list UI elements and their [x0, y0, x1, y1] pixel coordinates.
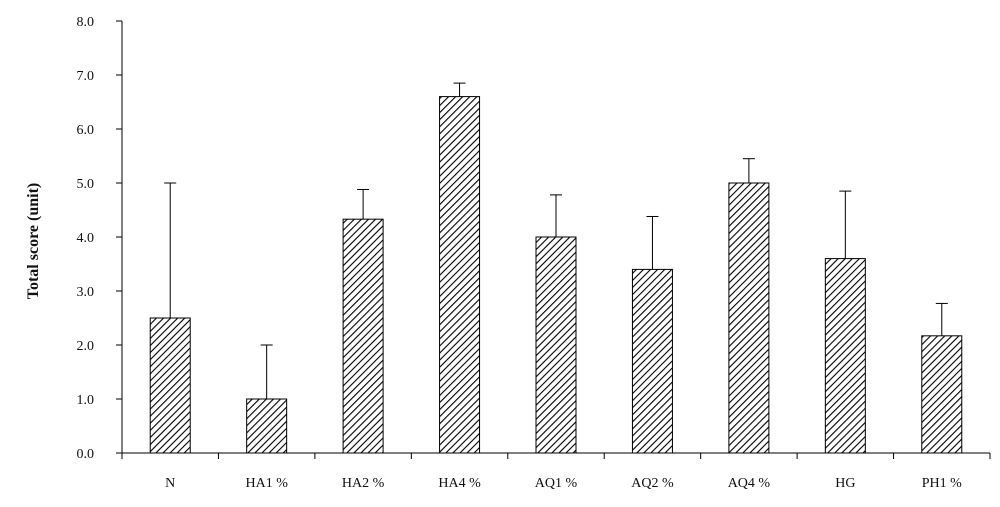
x-category-label: AQ1 % — [535, 476, 578, 491]
bar-8 — [824, 258, 866, 454]
y-tick-label: 5.0 — [77, 177, 95, 192]
x-category-label: HA1 % — [245, 476, 288, 491]
y-tick-label: 3.0 — [77, 285, 95, 300]
bar-4 — [439, 96, 481, 454]
x-category-label: HA2 % — [342, 476, 385, 491]
x-category-label: AQ4 % — [728, 476, 771, 491]
y-tick-label: 4.0 — [77, 231, 95, 246]
y-tick-label: 2.0 — [77, 339, 95, 354]
y-tick-label: 1.0 — [77, 393, 95, 408]
x-category-label: HA4 % — [438, 476, 481, 491]
x-category-label: N — [165, 476, 175, 491]
y-tick-label: 8.0 — [77, 15, 95, 30]
bar-5 — [535, 236, 577, 454]
y-axis-title: Total score (unit) — [25, 183, 42, 299]
y-tick-label: 6.0 — [77, 123, 95, 138]
labels: 0.0 1.0 2.0 3.0 4.0 5.0 6.0 7.0 8.0 Total score (… — [25, 15, 962, 491]
bar-1 — [149, 317, 191, 454]
x-category-label: PH1 % — [922, 476, 962, 491]
bar-7 — [728, 182, 770, 454]
bars — [149, 82, 963, 454]
bar-3 — [342, 218, 384, 454]
x-category-label: AQ2 % — [631, 476, 674, 491]
x-category-label: HG — [835, 476, 855, 491]
y-tick-label: 0.0 — [77, 447, 95, 462]
bar-6 — [631, 268, 673, 454]
bar-9 — [921, 335, 963, 454]
y-tick-label: 7.0 — [77, 69, 95, 84]
bar-2 — [246, 398, 288, 454]
